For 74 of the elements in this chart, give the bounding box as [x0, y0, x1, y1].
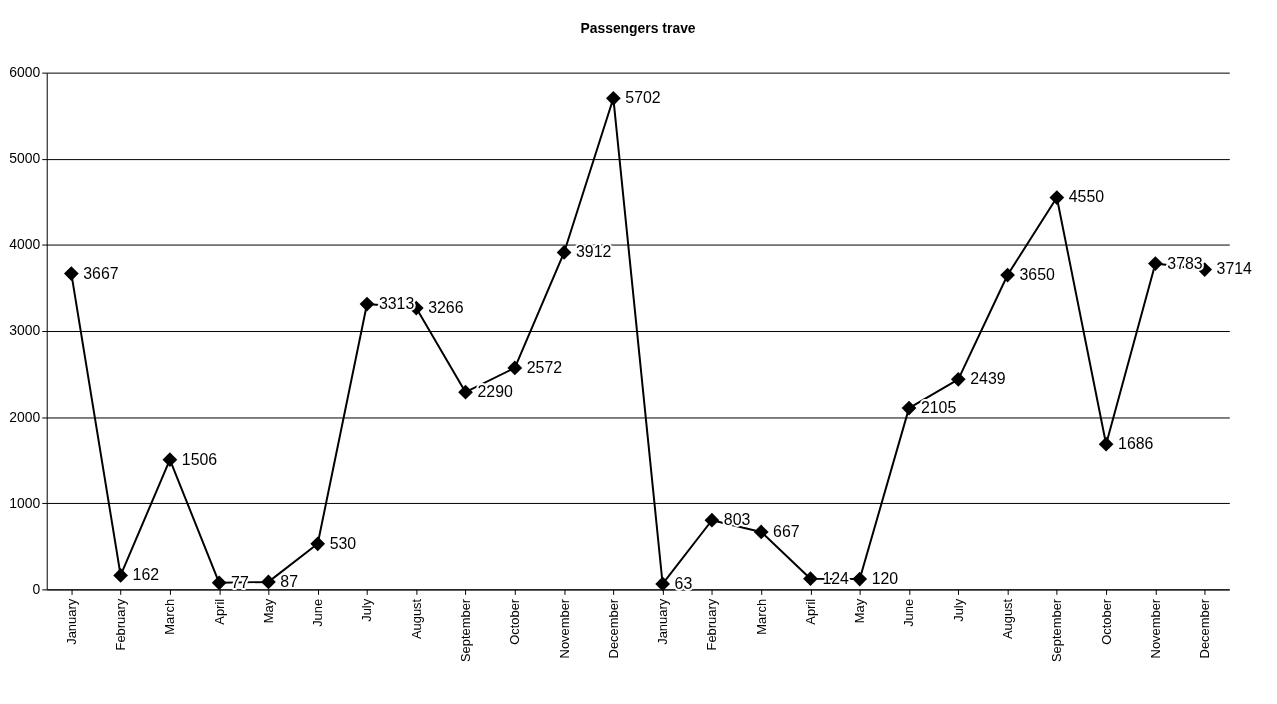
- data-label: 3667: [83, 264, 119, 282]
- data-label: 667: [773, 522, 800, 540]
- point: [1000, 267, 1015, 283]
- point: [261, 574, 276, 590]
- point: [310, 536, 326, 552]
- data-label: 3714: [1216, 260, 1253, 278]
- point: [704, 512, 720, 528]
- x-tick-label: April: [802, 598, 818, 625]
- data-label: 2290: [477, 383, 513, 401]
- point: [1148, 256, 1163, 271]
- point: [852, 571, 868, 587]
- x-tick-label: December: [605, 598, 621, 659]
- x-tick-label: November: [1147, 598, 1163, 659]
- data-label: 63: [674, 574, 693, 592]
- point: [1049, 190, 1065, 205]
- x-tick-label: June: [901, 598, 917, 627]
- data-label: 5702: [625, 89, 661, 107]
- x-tick-label: April: [211, 598, 227, 625]
- data-label: 3912: [576, 243, 612, 261]
- data-label: 803: [723, 511, 751, 529]
- point: [556, 245, 572, 260]
- point: [753, 524, 769, 540]
- y-tick-label: 1000: [9, 494, 41, 511]
- data-label: 2572: [526, 358, 563, 376]
- x-tick-label: August: [408, 598, 424, 640]
- x-tick-label: October: [507, 598, 523, 645]
- point: [1098, 436, 1114, 452]
- x-tick-label: May: [260, 598, 276, 624]
- point: [655, 576, 671, 592]
- x-tick-label: September: [1049, 598, 1065, 662]
- point: [113, 568, 128, 583]
- data-label: 87: [280, 572, 299, 590]
- x-tick-label: February: [113, 598, 129, 651]
- data-label: 1686: [1118, 435, 1154, 453]
- data-label: 3266: [428, 299, 464, 317]
- x-tick-label: August: [1000, 598, 1016, 640]
- point: [162, 452, 178, 468]
- x-tick-label: November: [556, 598, 572, 659]
- x-tick-label: June: [310, 598, 326, 627]
- point: [359, 296, 375, 312]
- point: [803, 571, 818, 587]
- x-tick-label: July: [950, 598, 966, 622]
- x-tick-label: December: [1197, 598, 1213, 659]
- x-tick-label: October: [1098, 598, 1114, 645]
- point: [458, 384, 473, 400]
- data-label: 530: [329, 534, 357, 552]
- y-tick-label: 5000: [9, 150, 41, 167]
- y-tick-label: 4000: [9, 236, 41, 253]
- x-tick-label: January: [655, 598, 671, 645]
- x-tick-label: March: [162, 598, 178, 635]
- point: [606, 90, 621, 106]
- data-label: 3650: [1019, 266, 1055, 284]
- x-tick-label: February: [704, 598, 720, 651]
- x-tick-label: January: [63, 598, 79, 645]
- x-tick-label: May: [852, 598, 868, 624]
- x-tick-label: March: [753, 598, 769, 635]
- data-label: 162: [132, 566, 160, 584]
- data-label: 2439: [970, 370, 1006, 388]
- y-tick-label: 0: [32, 580, 41, 597]
- x-tick-label: July: [359, 598, 375, 622]
- data-label: 4550: [1068, 188, 1105, 206]
- x-tick-label: September: [458, 598, 474, 662]
- data-label: 1506: [181, 450, 218, 468]
- y-tick-label: 3000: [9, 322, 41, 339]
- data-label: 120: [871, 570, 899, 588]
- point: [211, 575, 227, 591]
- point: [950, 371, 966, 387]
- chart-title: Passengers trave: [580, 19, 696, 36]
- y-tick-label: 6000: [9, 64, 41, 81]
- point: [63, 266, 79, 281]
- point: [901, 400, 917, 416]
- y-tick-label: 2000: [9, 408, 41, 425]
- point: [507, 360, 523, 376]
- data-label: 2105: [920, 399, 957, 417]
